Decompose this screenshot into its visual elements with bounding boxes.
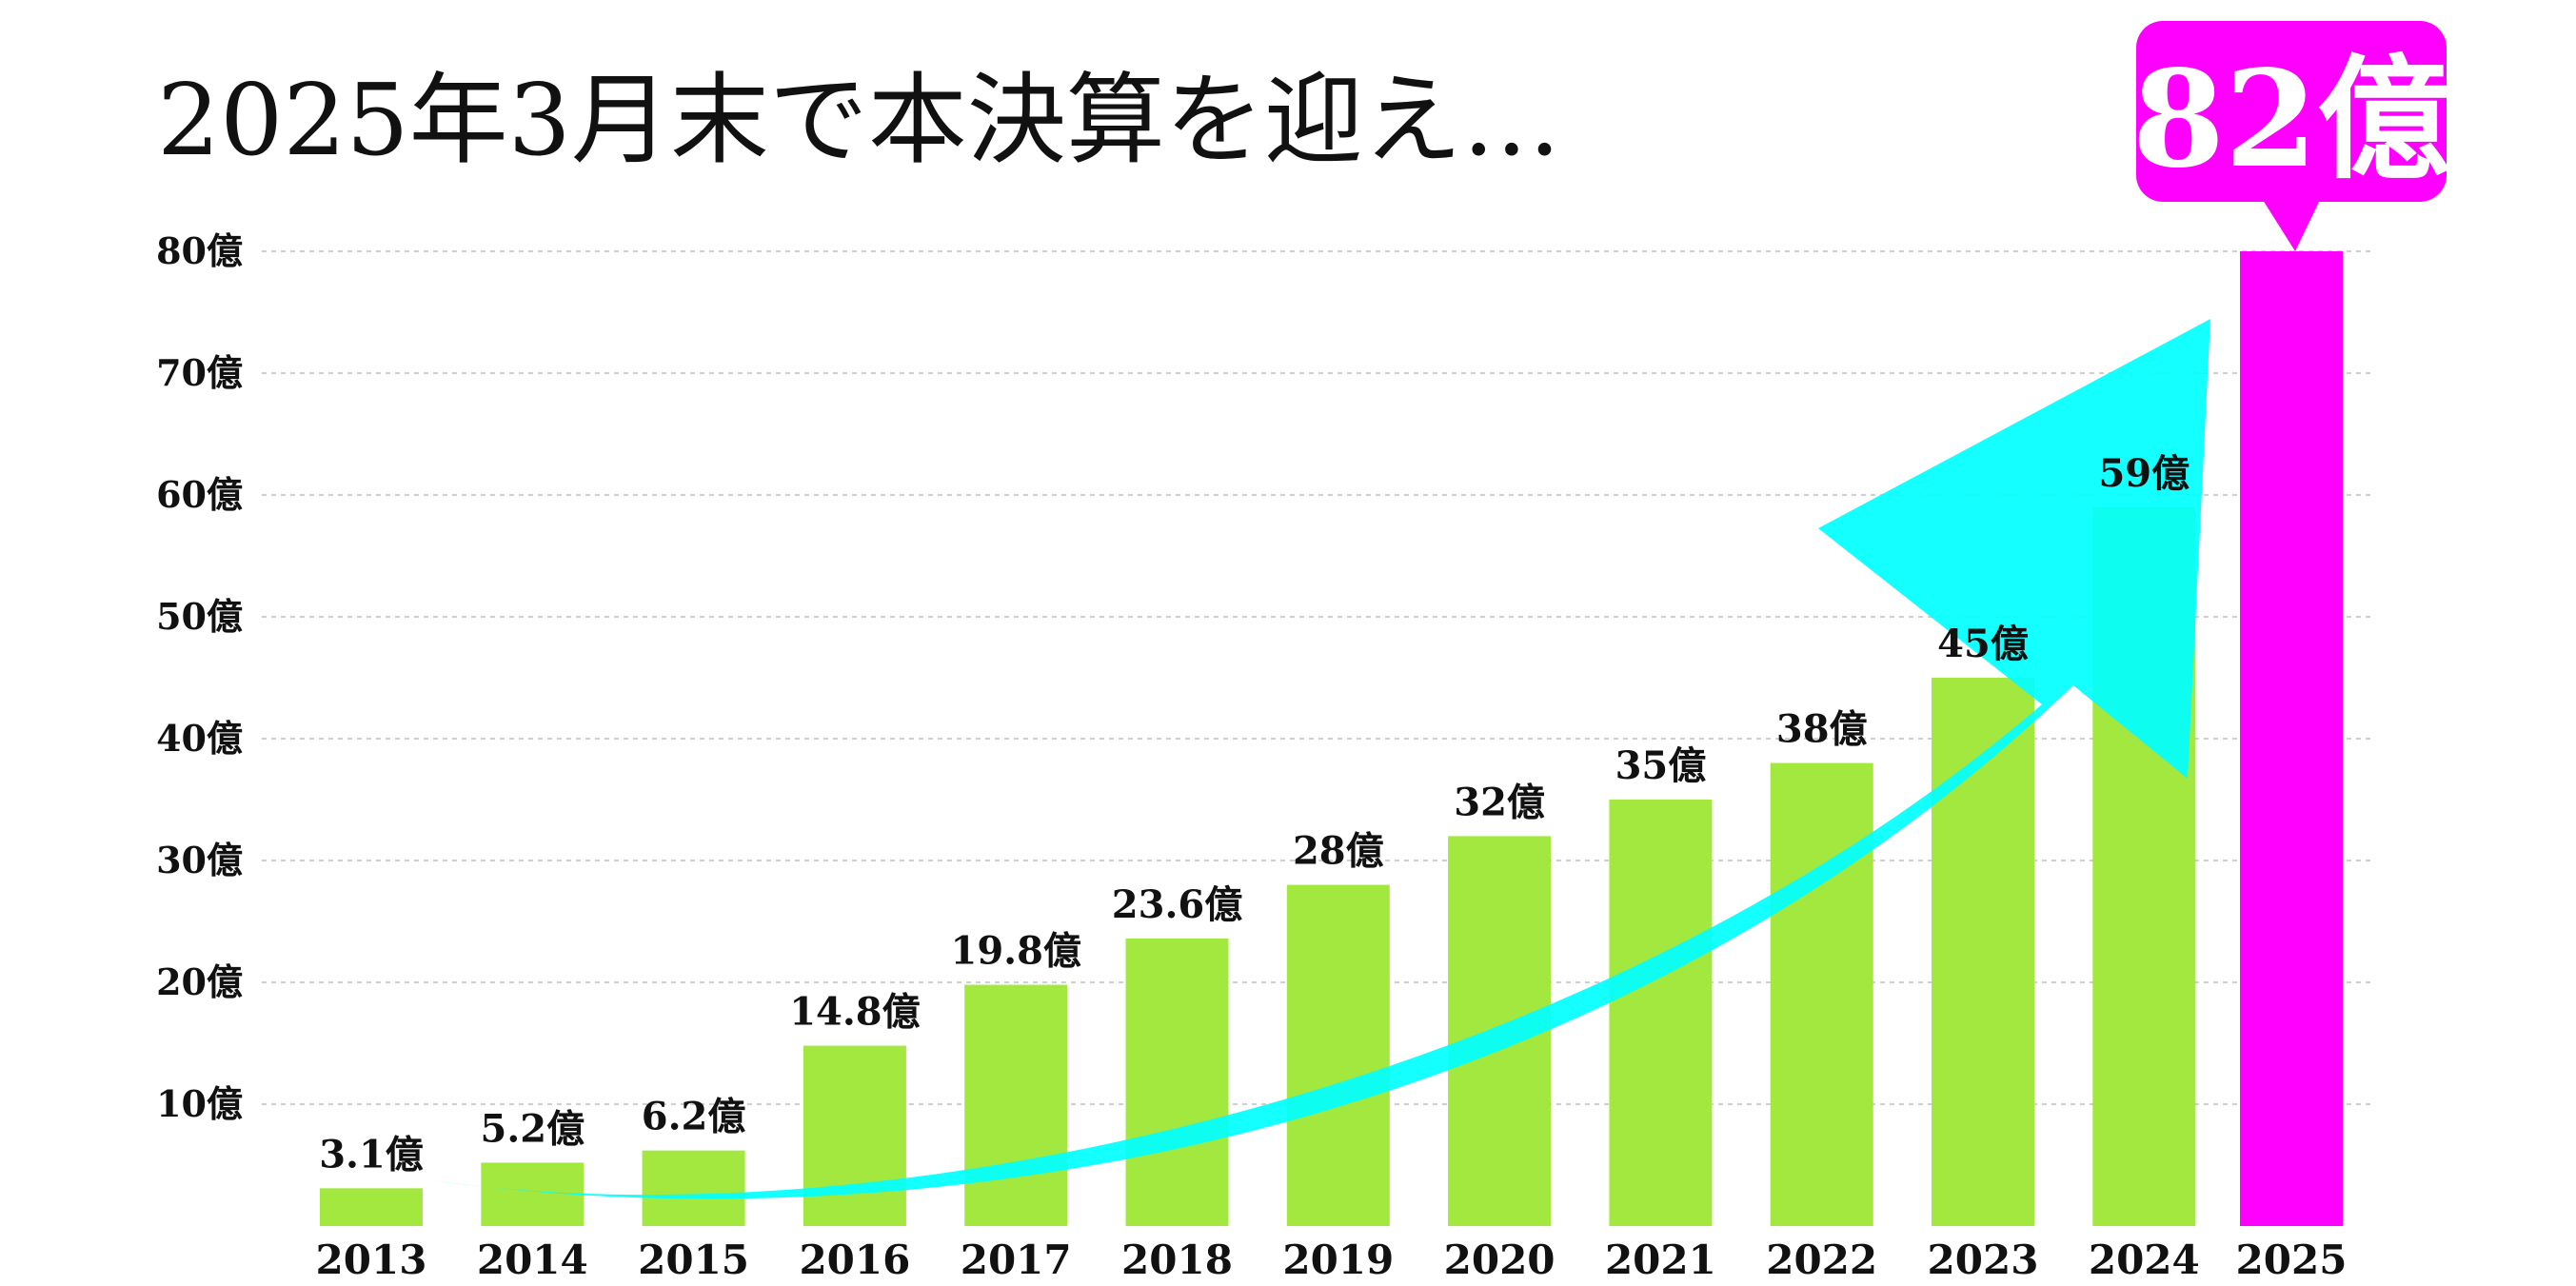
data-label: 32億	[1454, 780, 1545, 824]
highlight-callout: 82億	[2132, 21, 2451, 251]
x-tick-label: 2022	[1766, 1237, 1877, 1283]
data-label: 3.1億	[319, 1132, 424, 1177]
bar	[964, 984, 1068, 1226]
data-label: 23.6億	[1112, 882, 1242, 927]
bar	[1609, 800, 1713, 1226]
bar	[1770, 762, 1873, 1226]
data-label: 59億	[2098, 451, 2190, 496]
bar	[481, 1162, 585, 1226]
x-tick-label: 2024	[2089, 1237, 2200, 1283]
bar	[803, 1045, 906, 1226]
bar	[1932, 678, 2034, 1226]
x-tick-label: 2020	[1444, 1237, 1556, 1283]
x-tick-label: 2014	[477, 1237, 588, 1283]
x-axis-ticks: 2013 2014 2015 2016 2017 2018 2019 2020 2021 2022…	[316, 1237, 2348, 1283]
y-tick-label: 30億	[156, 839, 243, 881]
data-label: 28億	[1293, 829, 1384, 874]
y-tick-label: 50億	[156, 595, 243, 638]
x-tick-label: 2021	[1605, 1237, 1716, 1283]
x-tick-label: 2019	[1282, 1237, 1394, 1283]
callout-bubble	[2136, 21, 2447, 202]
data-label: 6.2億	[642, 1095, 746, 1139]
bar	[320, 1188, 423, 1226]
x-tick-label: 2013	[316, 1237, 427, 1283]
bar	[1125, 938, 1229, 1226]
x-tick-label: 2025	[2236, 1237, 2348, 1283]
callout-label: 82億	[2132, 42, 2451, 198]
data-label: 38億	[1776, 707, 1868, 752]
highlight-bar	[2240, 251, 2343, 1226]
data-label: 45億	[1937, 622, 2029, 666]
y-tick-label: 70億	[156, 351, 243, 394]
bar	[642, 1150, 745, 1226]
y-axis-ticks: 10億 20億 30億 40億 50億 60億 70億 80億	[156, 229, 243, 1125]
data-label: 5.2億	[481, 1106, 585, 1151]
chart-title: 2025年3月末で本決算を迎え…	[157, 62, 1561, 178]
data-label: 35億	[1615, 743, 1707, 788]
y-tick-label: 60億	[156, 473, 243, 516]
y-tick-label: 40億	[156, 717, 243, 760]
data-label: 14.8億	[789, 990, 920, 1035]
bar	[1286, 884, 1390, 1226]
x-tick-label: 2015	[638, 1237, 749, 1283]
bars	[320, 251, 2343, 1226]
y-tick-label: 20億	[156, 960, 243, 1003]
y-tick-label: 80億	[156, 229, 243, 272]
y-tick-label: 10億	[156, 1082, 243, 1125]
x-tick-label: 2018	[1121, 1237, 1233, 1283]
data-labels: 3.1億 5.2億 6.2億 14.8億 19.8億 23.6億 28億 32億 35億 38億 4…	[319, 451, 2190, 1177]
x-tick-label: 2016	[799, 1237, 910, 1283]
x-tick-label: 2023	[1928, 1237, 2039, 1283]
data-label: 19.8億	[950, 929, 1080, 974]
callout-pointer	[2263, 200, 2320, 251]
x-tick-label: 2017	[961, 1237, 1072, 1283]
